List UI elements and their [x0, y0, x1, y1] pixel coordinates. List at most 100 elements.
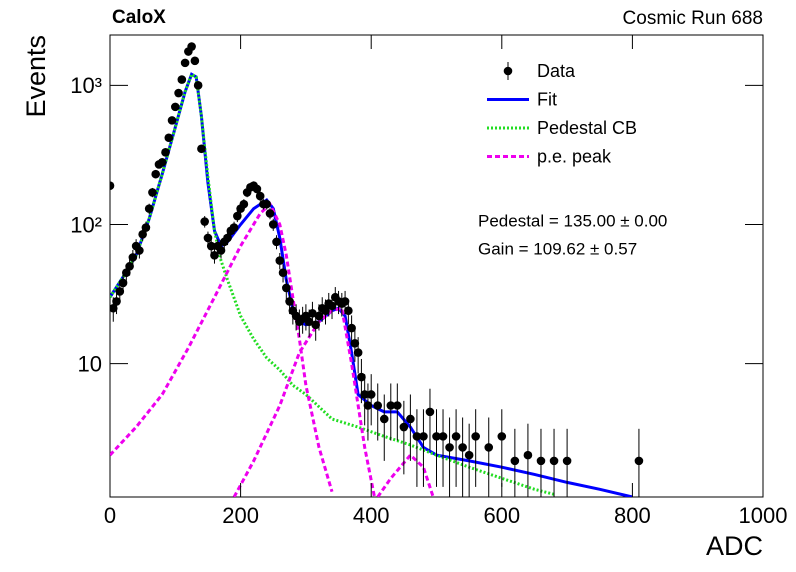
data-point	[458, 443, 467, 452]
x-tick-label: 200	[222, 503, 259, 528]
annotation: Pedestal = 135.00 ± 0.00	[478, 211, 667, 230]
data-point	[268, 220, 278, 229]
data-point	[216, 246, 226, 255]
legend-label: Pedestal CB	[537, 118, 637, 138]
x-axis-label: ADC	[706, 531, 763, 561]
data-point	[110, 181, 115, 190]
data-point	[321, 306, 330, 316]
plot-frame	[109, 34, 764, 498]
data-point	[193, 81, 203, 90]
data-point	[353, 348, 363, 357]
data-point	[445, 443, 454, 452]
data-point	[438, 432, 448, 441]
data-point	[386, 401, 396, 410]
data-point	[536, 456, 546, 466]
data-point	[115, 287, 125, 296]
data-point	[464, 450, 474, 460]
data-point	[406, 414, 415, 424]
data-point	[157, 157, 167, 167]
plot-area	[110, 42, 644, 497]
data-point	[419, 432, 428, 441]
data-point	[197, 144, 206, 154]
data-point	[366, 390, 376, 399]
data-point	[363, 401, 373, 410]
y-tick-label: 10³	[70, 73, 102, 98]
data-point	[128, 253, 138, 262]
x-tick-label: 800	[614, 503, 651, 528]
legend-label: Fit	[537, 89, 557, 109]
data-point	[311, 320, 320, 330]
data-point	[350, 338, 360, 348]
data-point	[308, 308, 317, 318]
data-point	[523, 450, 533, 460]
data-point	[148, 188, 157, 197]
x-tick-label: 0	[104, 503, 116, 528]
data-point	[425, 407, 435, 417]
data-point	[399, 422, 409, 432]
data-point	[357, 372, 366, 382]
data-point	[314, 311, 324, 321]
data-point	[135, 246, 144, 255]
data-point	[190, 56, 200, 66]
y-tick-label: 10²	[70, 212, 102, 237]
data-point	[122, 268, 131, 278]
y-axis-label: Events	[21, 35, 51, 118]
data-point	[138, 229, 147, 239]
data-point	[141, 223, 151, 232]
data-point	[471, 432, 480, 441]
data-point	[167, 116, 177, 125]
data-point	[161, 148, 170, 157]
data-point	[110, 303, 118, 313]
data-point	[393, 401, 402, 410]
data-point	[164, 133, 174, 143]
data-point	[206, 241, 216, 251]
data-point	[210, 251, 219, 260]
data-point	[229, 223, 239, 232]
x-tick-label: 1000	[739, 503, 788, 528]
chart-title: CaloX	[112, 7, 166, 28]
data-point	[304, 317, 314, 327]
x-tick-label: 600	[483, 503, 520, 528]
data-point	[272, 237, 281, 247]
data-point	[177, 75, 187, 84]
data-point	[239, 199, 249, 209]
data-point	[265, 209, 275, 218]
data-point	[510, 456, 520, 466]
data-point	[275, 256, 285, 265]
data-point	[144, 204, 154, 213]
data-point	[634, 456, 644, 466]
data-point	[171, 102, 180, 112]
data-point	[549, 456, 559, 466]
data-point	[282, 283, 291, 293]
data-point	[278, 268, 288, 278]
data-point	[118, 278, 128, 288]
curve	[110, 72, 555, 496]
data-point	[360, 390, 369, 399]
data-point	[432, 432, 441, 441]
y-tick-label: 10	[78, 351, 102, 376]
legend-label: p.e. peak	[537, 146, 612, 166]
data-point	[484, 443, 494, 452]
data-point	[412, 432, 422, 441]
data-point	[187, 42, 196, 51]
data-point	[285, 297, 294, 306]
data-point	[340, 297, 350, 306]
data-point	[200, 217, 209, 226]
data-point	[203, 233, 213, 243]
data-point	[373, 401, 383, 410]
data-point	[497, 432, 507, 441]
data-point	[233, 211, 242, 221]
data-point	[255, 191, 265, 201]
data-point	[174, 88, 183, 98]
legend-label: Data	[537, 61, 576, 81]
annotation: Gain = 109.62 ± 0.57	[478, 239, 637, 258]
data-point	[347, 323, 356, 333]
x-tick-label: 400	[353, 503, 390, 528]
chart-subtitle: Cosmic Run 688	[623, 8, 763, 29]
data-point	[327, 301, 337, 311]
data-point	[262, 199, 272, 209]
data-point	[344, 306, 353, 316]
data-point	[223, 233, 232, 243]
